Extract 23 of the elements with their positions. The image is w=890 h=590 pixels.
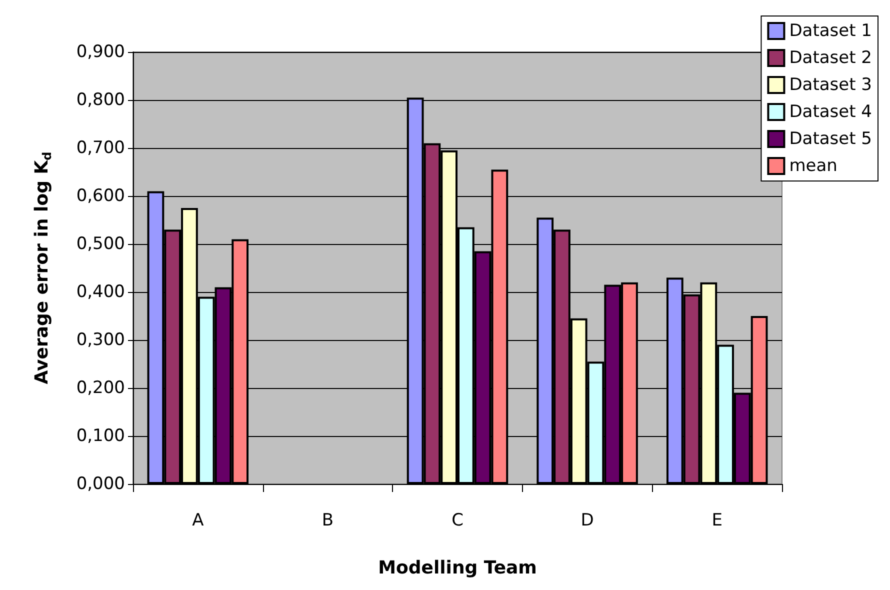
y-tick-label: 0,000 — [76, 474, 125, 494]
y-axis-title: Average error in log Kd — [32, 152, 54, 384]
y-tick-label: 0,600 — [76, 186, 125, 206]
legend-label: Dataset 1 — [789, 21, 872, 41]
legend-label: Dataset 5 — [789, 129, 872, 149]
y-tick-label: 0,100 — [76, 426, 125, 446]
x-tick-label: A — [192, 510, 204, 530]
y-tick-label: 0,400 — [76, 282, 125, 302]
legend-label: Dataset 2 — [789, 48, 872, 68]
y-tick-label: 0,900 — [76, 42, 125, 62]
legend-label: Dataset 4 — [789, 102, 872, 122]
y-tick-label: 0,200 — [76, 378, 125, 398]
y-tick-label: 0,700 — [76, 138, 125, 158]
x-tick-label: C — [452, 510, 464, 530]
x-tick-label: E — [712, 510, 722, 530]
legend-label: mean — [789, 156, 838, 176]
x-tick-label: D — [580, 510, 594, 530]
y-tick-label: 0,500 — [76, 234, 125, 254]
y-tick-label: 0,300 — [76, 330, 125, 350]
x-tick-label: B — [322, 510, 334, 530]
y-tick-label: 0,800 — [76, 90, 125, 110]
x-axis-title: Modelling Team — [378, 558, 537, 578]
legend-label: Dataset 3 — [789, 75, 872, 95]
